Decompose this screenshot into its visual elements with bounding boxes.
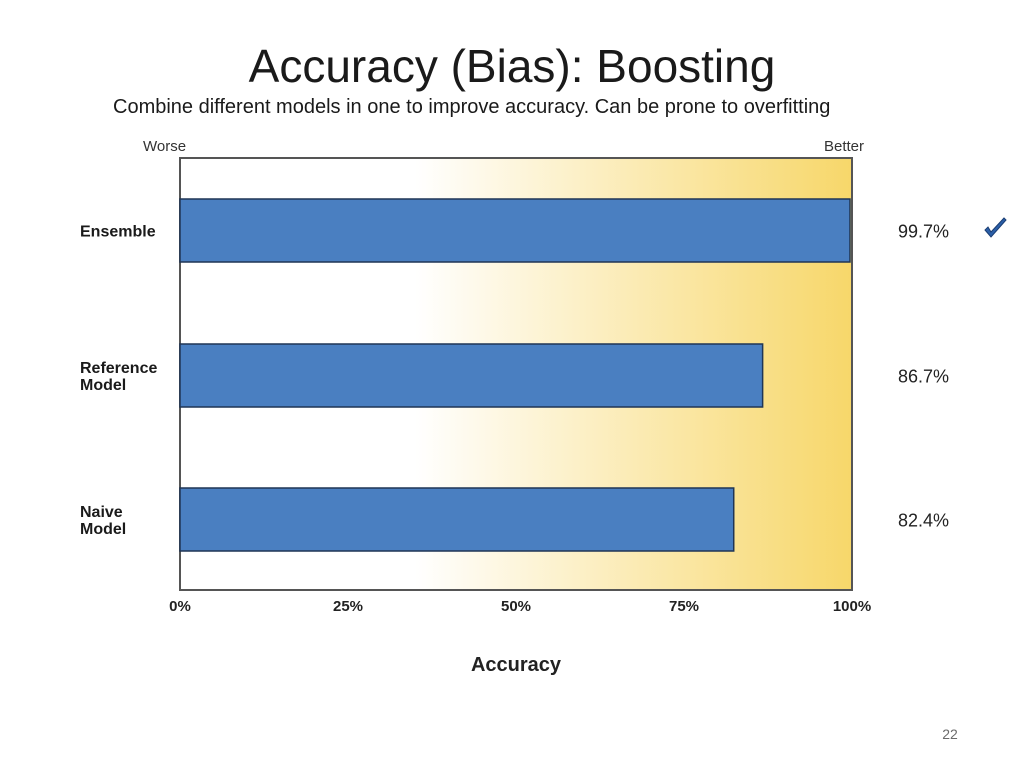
x-tick-label: 25% (333, 598, 363, 615)
scale-label-worse: Worse (143, 138, 186, 155)
x-axis-title: Accuracy (471, 654, 562, 676)
checkmark-icon (984, 217, 1007, 238)
category-label: Ensemble (80, 224, 156, 241)
value-label: 82.4% (898, 511, 949, 531)
bar (179, 343, 764, 408)
category-label: Naive Model (80, 504, 126, 538)
value-label: 86.7% (898, 367, 949, 387)
x-tick-label: 50% (501, 598, 531, 615)
x-tick-label: 100% (833, 598, 871, 615)
bar (179, 487, 735, 552)
x-tick-label: 0% (169, 598, 191, 615)
page-number: 22 (942, 726, 958, 742)
scale-label-better: Better (824, 138, 864, 155)
x-tick-label: 75% (669, 598, 699, 615)
slide-subtitle: Combine different models in one to impro… (113, 96, 831, 118)
value-label: 99.7% (898, 222, 949, 242)
category-label: Reference Model (80, 360, 157, 394)
bar (179, 198, 851, 263)
slide-title: Accuracy (Bias): Boosting (248, 40, 776, 92)
